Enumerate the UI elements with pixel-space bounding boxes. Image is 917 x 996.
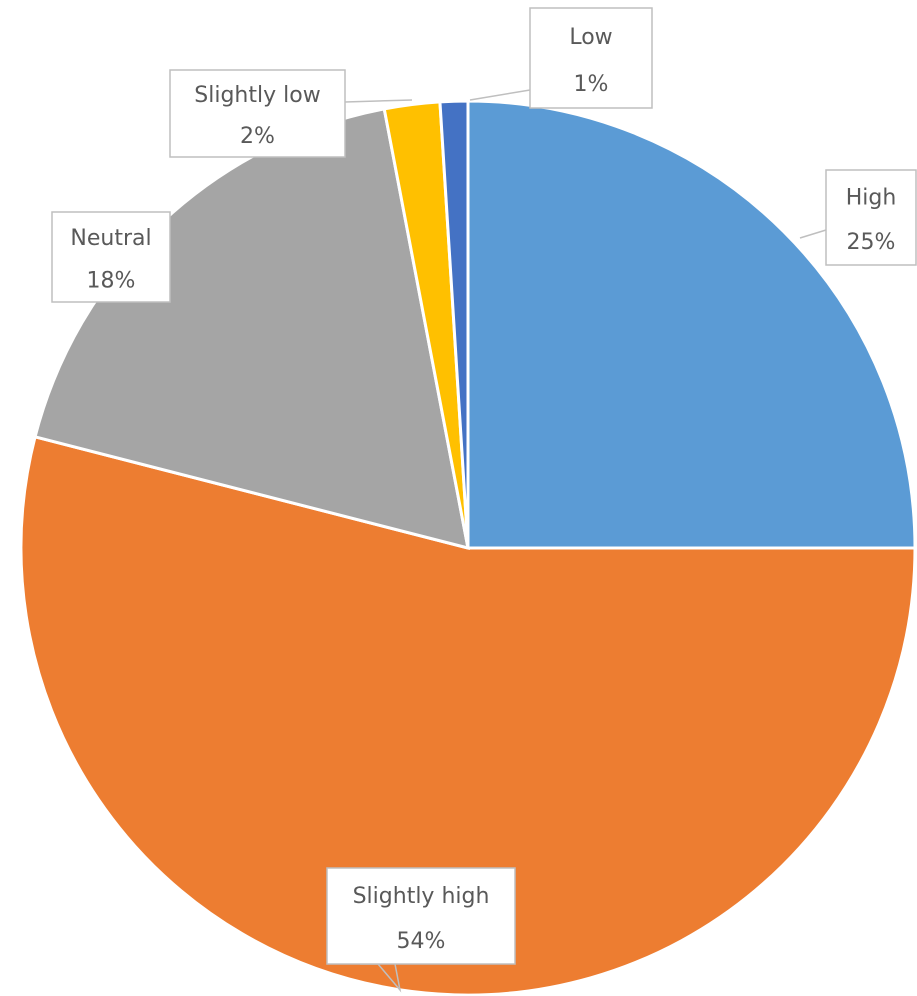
slice-label: High — [846, 186, 897, 211]
slice-value-label: 2% — [240, 124, 275, 149]
slice-label: Neutral — [70, 226, 151, 251]
label-box — [326, 867, 516, 965]
slice-label: Low — [569, 25, 612, 50]
label-box — [51, 211, 171, 303]
pie-slice — [466, 99, 917, 550]
leader-line — [344, 99, 413, 103]
label-box — [529, 7, 653, 109]
slice-value-label: 54% — [397, 929, 446, 954]
slice-label: Slightly high — [353, 884, 490, 909]
pie-slice — [438, 99, 470, 549]
label-box — [169, 69, 346, 158]
slice-value-label: 1% — [574, 72, 609, 97]
pie-slice — [19, 435, 917, 996]
leader-line — [799, 229, 827, 239]
leader-line — [469, 89, 531, 101]
label-box — [825, 169, 917, 266]
slice-value-label: 25% — [847, 230, 896, 255]
slice-label: Slightly low — [194, 83, 320, 108]
slice-value-label: 18% — [87, 268, 136, 293]
